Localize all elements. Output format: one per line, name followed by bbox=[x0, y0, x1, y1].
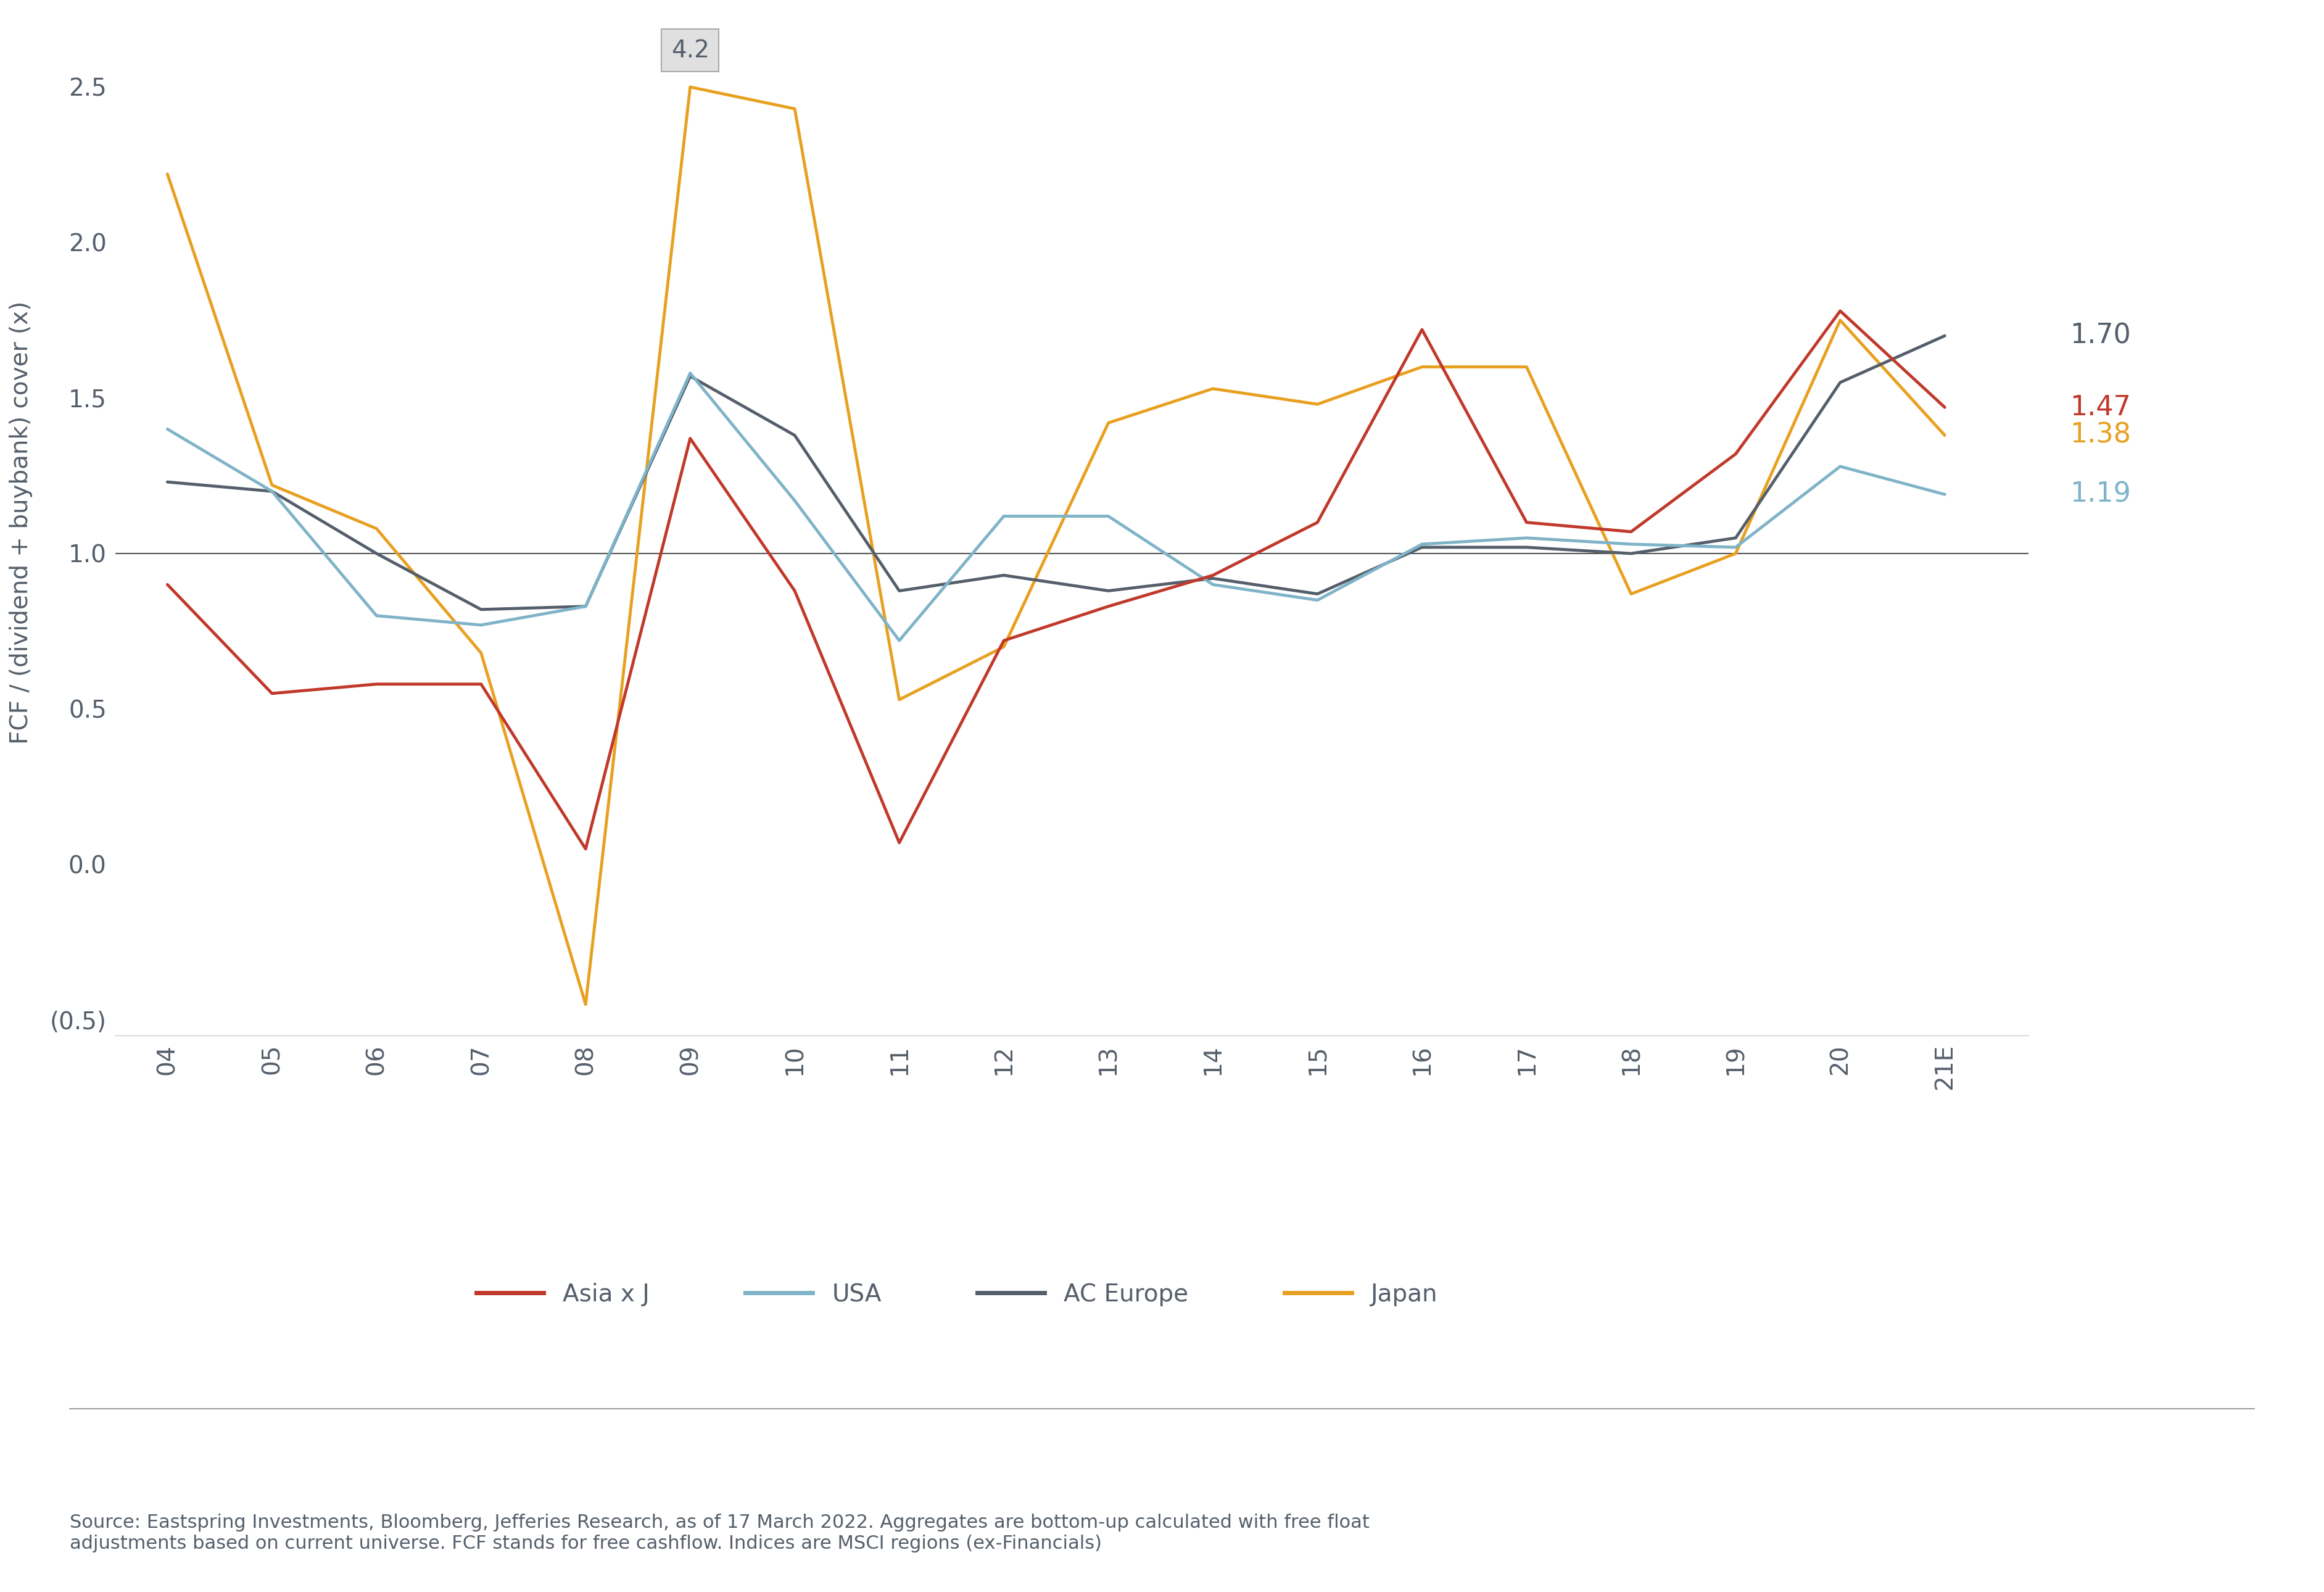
Y-axis label: FCF / (dividend + buybank) cover (x): FCF / (dividend + buybank) cover (x) bbox=[9, 301, 33, 743]
Text: 1.19: 1.19 bbox=[2071, 481, 2131, 508]
Text: Source: Eastspring Investments, Bloomberg, Jefferies Research, as of 17 March 20: Source: Eastspring Investments, Bloomber… bbox=[70, 1514, 1369, 1552]
Text: 1.70: 1.70 bbox=[2071, 323, 2131, 349]
Text: 4.2: 4.2 bbox=[672, 38, 709, 62]
Text: 1.38: 1.38 bbox=[2071, 422, 2131, 449]
Text: 1.47: 1.47 bbox=[2071, 395, 2131, 420]
Legend: Asia x J, USA, AC Europe, Japan: Asia x J, USA, AC Europe, Japan bbox=[467, 1274, 1448, 1317]
